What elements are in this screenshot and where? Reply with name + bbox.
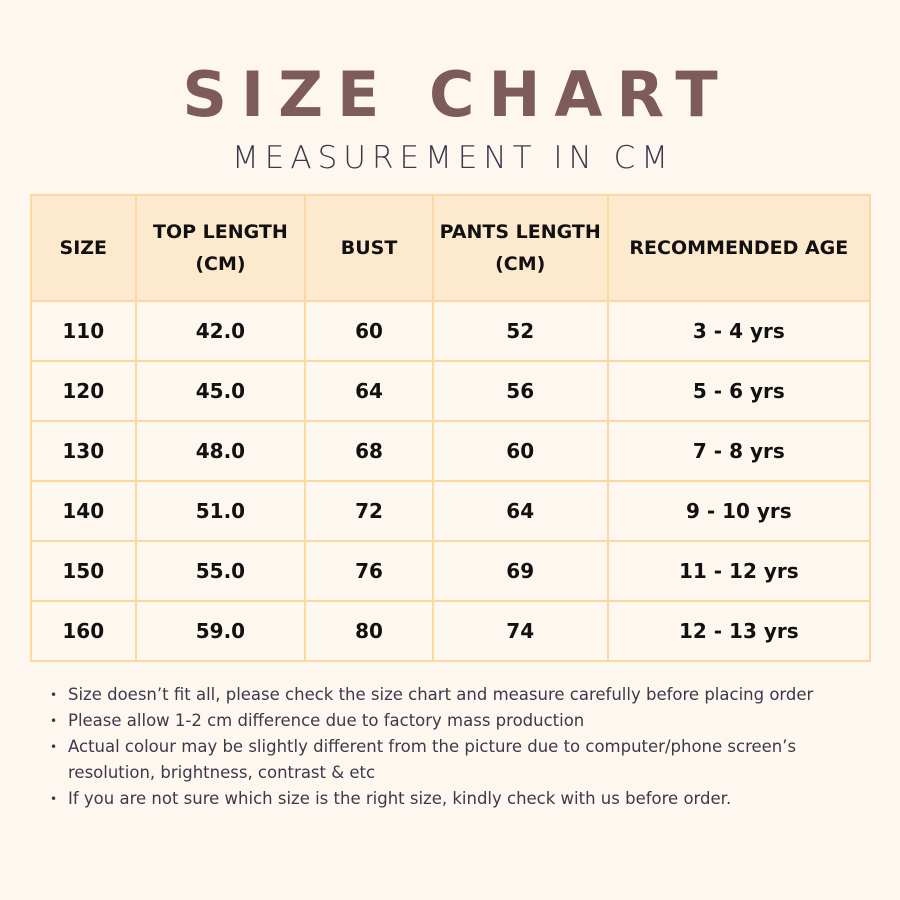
cell-bust: 80 xyxy=(304,600,434,662)
cell-bust: 60 xyxy=(304,300,434,362)
table-row: 140 51.0 72 64 9 - 10 yrs xyxy=(30,480,872,542)
cell-recommended-age: 12 - 13 yrs xyxy=(606,600,872,662)
table-header-row: SIZE TOP LENGTH (CM) BUST PANTS LENGTH (… xyxy=(30,194,872,302)
cell-recommended-age: 5 - 6 yrs xyxy=(606,360,872,422)
cell-size: 110 xyxy=(30,300,137,362)
cell-top-length: 51.0 xyxy=(134,480,307,542)
cell-pants-length: 74 xyxy=(431,600,609,662)
page-subtitle: MEASUREMENT IN CM xyxy=(232,140,674,176)
cell-size: 140 xyxy=(30,480,137,542)
cell-bust: 68 xyxy=(304,420,434,482)
table-row: 130 48.0 68 60 7 - 8 yrs xyxy=(30,420,872,482)
table-row: 110 42.0 60 52 3 - 4 yrs xyxy=(30,300,872,362)
note-item: If you are not sure which size is the ri… xyxy=(48,786,848,812)
table-row: 120 45.0 64 56 5 - 6 yrs xyxy=(30,360,872,422)
cell-recommended-age: 9 - 10 yrs xyxy=(606,480,872,542)
cell-size: 120 xyxy=(30,360,137,422)
cell-bust: 72 xyxy=(304,480,434,542)
cell-top-length: 45.0 xyxy=(134,360,307,422)
header-size: SIZE xyxy=(30,194,137,302)
cell-size: 130 xyxy=(30,420,137,482)
cell-pants-length: 69 xyxy=(431,540,609,602)
note-item: Size doesn’t fit all, please check the s… xyxy=(48,682,848,708)
cell-pants-length: 60 xyxy=(431,420,609,482)
cell-top-length: 55.0 xyxy=(134,540,307,602)
cell-top-length: 59.0 xyxy=(134,600,307,662)
cell-bust: 76 xyxy=(304,540,434,602)
cell-recommended-age: 11 - 12 yrs xyxy=(606,540,872,602)
note-item: Please allow 1-2 cm difference due to fa… xyxy=(48,708,848,734)
cell-top-length: 42.0 xyxy=(134,300,307,362)
cell-size: 150 xyxy=(30,540,137,602)
table-row: 150 55.0 76 69 11 - 12 yrs xyxy=(30,540,872,602)
header-pants-length: PANTS LENGTH (CM) xyxy=(431,194,609,302)
cell-pants-length: 56 xyxy=(431,360,609,422)
cell-pants-length: 64 xyxy=(431,480,609,542)
header-bust: BUST xyxy=(304,194,434,302)
table-row: 160 59.0 80 74 12 - 13 yrs xyxy=(30,600,872,662)
cell-top-length: 48.0 xyxy=(134,420,307,482)
cell-bust: 64 xyxy=(304,360,434,422)
header-recommended-age: RECOMMENDED AGE xyxy=(606,194,872,302)
cell-size: 160 xyxy=(30,600,137,662)
header-top-length: TOP LENGTH (CM) xyxy=(134,194,307,302)
note-item: Actual colour may be slightly different … xyxy=(48,734,848,786)
page-title: SIZE CHART xyxy=(182,58,732,131)
cell-pants-length: 52 xyxy=(431,300,609,362)
size-chart-table: SIZE TOP LENGTH (CM) BUST PANTS LENGTH (… xyxy=(30,194,872,662)
notes-list: Size doesn’t fit all, please check the s… xyxy=(48,682,848,812)
cell-recommended-age: 7 - 8 yrs xyxy=(606,420,872,482)
cell-recommended-age: 3 - 4 yrs xyxy=(606,300,872,362)
